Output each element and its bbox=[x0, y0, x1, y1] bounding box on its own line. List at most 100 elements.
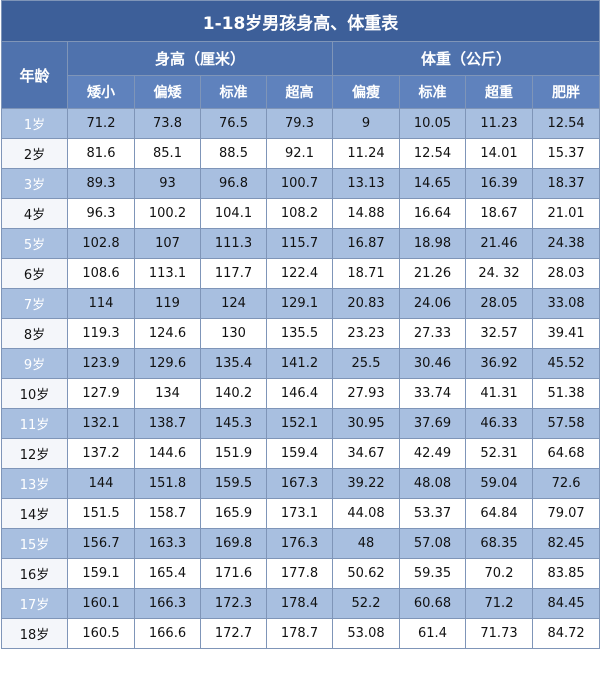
value-cell: 151.8 bbox=[134, 468, 201, 499]
table-row: 2岁 81.6 85.1 88.5 92.1 11.24 12.54 14.01 15.37 bbox=[1, 138, 600, 169]
age-cell: 1岁 bbox=[1, 108, 68, 139]
value-cell: 152.1 bbox=[266, 408, 333, 439]
value-cell: 45.52 bbox=[531, 348, 600, 379]
age-cell: 10岁 bbox=[1, 378, 68, 409]
age-cell: 2岁 bbox=[1, 138, 68, 169]
value-cell: 44.08 bbox=[332, 498, 400, 529]
table-row: 17岁 160.1 166.3 172.3 178.4 52.2 60.68 71.2 84.4… bbox=[1, 588, 600, 619]
value-cell: 25.5 bbox=[332, 348, 400, 379]
value-cell: 76.5 bbox=[200, 108, 267, 139]
value-cell: 141.2 bbox=[266, 348, 333, 379]
value-cell: 122.4 bbox=[266, 258, 333, 289]
value-cell: 20.83 bbox=[332, 288, 400, 319]
value-cell: 27.33 bbox=[399, 318, 466, 349]
value-cell: 165.9 bbox=[200, 498, 267, 529]
value-cell: 117.7 bbox=[200, 258, 267, 289]
value-cell: 71.2 bbox=[465, 588, 533, 619]
value-cell: 46.33 bbox=[465, 408, 533, 439]
value-cell: 151.5 bbox=[67, 498, 135, 529]
value-cell: 178.4 bbox=[266, 588, 333, 619]
value-cell: 18.71 bbox=[332, 258, 400, 289]
value-cell: 18.67 bbox=[465, 198, 533, 229]
value-cell: 84.72 bbox=[531, 618, 600, 649]
value-cell: 146.4 bbox=[266, 378, 333, 409]
sub-header-cell: 肥胖 bbox=[531, 75, 600, 109]
value-cell: 176.3 bbox=[266, 528, 333, 559]
value-cell: 79.07 bbox=[531, 498, 600, 529]
value-cell: 33.74 bbox=[399, 378, 466, 409]
value-cell: 39.22 bbox=[332, 468, 400, 499]
value-cell: 137.2 bbox=[67, 438, 135, 469]
value-cell: 107 bbox=[134, 228, 201, 259]
value-cell: 83.85 bbox=[531, 558, 600, 589]
value-cell: 159.5 bbox=[200, 468, 267, 499]
value-cell: 64.84 bbox=[465, 498, 533, 529]
value-cell: 134 bbox=[134, 378, 201, 409]
value-cell: 178.7 bbox=[266, 618, 333, 649]
value-cell: 51.38 bbox=[531, 378, 600, 409]
value-cell: 28.05 bbox=[465, 288, 533, 319]
value-cell: 39.41 bbox=[531, 318, 600, 349]
value-cell: 33.08 bbox=[531, 288, 600, 319]
value-cell: 11.24 bbox=[332, 138, 400, 169]
value-cell: 145.3 bbox=[200, 408, 267, 439]
table-row: 13岁 144 151.8 159.5 167.3 39.22 48.08 59.04 72.6 bbox=[1, 468, 600, 499]
age-cell: 4岁 bbox=[1, 198, 68, 229]
value-cell: 158.7 bbox=[134, 498, 201, 529]
value-cell: 104.1 bbox=[200, 198, 267, 229]
value-cell: 57.58 bbox=[531, 408, 600, 439]
height-group-header: 身高（厘米） bbox=[67, 41, 333, 76]
table-body: 1岁 71.2 73.8 76.5 79.3 9 10.05 11.23 12.54 2岁 81.6… bbox=[1, 108, 600, 649]
value-cell: 21.01 bbox=[531, 198, 600, 229]
table-row: 12岁 137.2 144.6 151.9 159.4 34.67 42.49 52.31 64… bbox=[1, 438, 600, 469]
value-cell: 85.1 bbox=[134, 138, 201, 169]
weight-group-header: 体重（公斤） bbox=[331, 41, 600, 76]
table-row: 7岁 114 119 124 129.1 20.83 24.06 28.05 33.08 bbox=[1, 288, 600, 319]
value-cell: 59.35 bbox=[399, 558, 466, 589]
value-cell: 21.26 bbox=[399, 258, 466, 289]
sub-header-cell: 偏矮 bbox=[134, 75, 201, 109]
value-cell: 71.73 bbox=[465, 618, 533, 649]
age-cell: 11岁 bbox=[1, 408, 68, 439]
value-cell: 12.54 bbox=[531, 108, 600, 139]
value-cell: 115.7 bbox=[266, 228, 333, 259]
value-cell: 11.23 bbox=[465, 108, 533, 139]
value-cell: 28.03 bbox=[531, 258, 600, 289]
value-cell: 10.05 bbox=[399, 108, 466, 139]
value-cell: 27.93 bbox=[332, 378, 400, 409]
value-cell: 72.6 bbox=[531, 468, 600, 499]
age-cell: 12岁 bbox=[1, 438, 68, 469]
value-cell: 52.31 bbox=[465, 438, 533, 469]
value-cell: 166.6 bbox=[134, 618, 201, 649]
value-cell: 130 bbox=[200, 318, 267, 349]
table-row: 8岁 119.3 124.6 130 135.5 23.23 27.33 32.57 39.41 bbox=[1, 318, 600, 349]
value-cell: 16.39 bbox=[465, 168, 533, 199]
value-cell: 71.2 bbox=[67, 108, 135, 139]
value-cell: 59.04 bbox=[465, 468, 533, 499]
value-cell: 30.46 bbox=[399, 348, 466, 379]
sub-header-row: 矮小 偏矮 标准 超高 偏瘦 标准 超重 肥胖 bbox=[2, 75, 600, 109]
age-cell: 16岁 bbox=[1, 558, 68, 589]
table-row: 5岁 102.8 107 111.3 115.7 16.87 18.98 21.46 24.38 bbox=[1, 228, 600, 259]
value-cell: 24.38 bbox=[531, 228, 600, 259]
table-row: 3岁 89.3 93 96.8 100.7 13.13 14.65 16.39 18.37 bbox=[1, 168, 600, 199]
value-cell: 132.1 bbox=[67, 408, 135, 439]
table-row: 1岁 71.2 73.8 76.5 79.3 9 10.05 11.23 12.54 bbox=[1, 108, 600, 139]
value-cell: 156.7 bbox=[67, 528, 135, 559]
value-cell: 79.3 bbox=[266, 108, 333, 139]
sub-header-cell: 超高 bbox=[266, 75, 333, 109]
age-cell: 13岁 bbox=[1, 468, 68, 499]
value-cell: 135.4 bbox=[200, 348, 267, 379]
value-cell: 23.23 bbox=[332, 318, 400, 349]
value-cell: 48.08 bbox=[399, 468, 466, 499]
value-cell: 88.5 bbox=[200, 138, 267, 169]
value-cell: 48 bbox=[332, 528, 400, 559]
value-cell: 140.2 bbox=[200, 378, 267, 409]
value-cell: 18.37 bbox=[531, 168, 600, 199]
age-column-header: 年龄 bbox=[1, 41, 68, 109]
value-cell: 151.9 bbox=[200, 438, 267, 469]
value-cell: 64.68 bbox=[531, 438, 600, 469]
sub-header-cell: 标准 bbox=[399, 75, 466, 109]
age-cell: 5岁 bbox=[1, 228, 68, 259]
value-cell: 138.7 bbox=[134, 408, 201, 439]
